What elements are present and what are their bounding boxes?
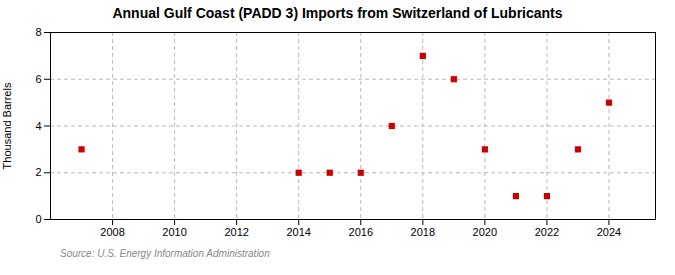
- html-text:Annual Gulf Coast (PADD 3) Imp: Annual Gulf Coast (PADD 3) Imports from …: [112, 5, 563, 21]
- svg-text:2: 2: [35, 166, 41, 178]
- svg-text:2020: 2020: [473, 226, 497, 238]
- svg-text:2012: 2012: [224, 226, 248, 238]
- svg-text:4: 4: [35, 120, 41, 132]
- svg-text:2010: 2010: [162, 226, 186, 238]
- svg-text:8: 8: [35, 26, 41, 38]
- svg-text:2022: 2022: [535, 226, 559, 238]
- svg-text:2008: 2008: [100, 226, 124, 238]
- svg-text:2018: 2018: [411, 226, 435, 238]
- svg-text:6: 6: [35, 73, 41, 85]
- svg-text:0: 0: [35, 213, 41, 225]
- svg-text:Thousand Barrels: Thousand Barrels: [1, 82, 13, 169]
- svg-text:2014: 2014: [286, 226, 310, 238]
- svg-text:2016: 2016: [349, 226, 373, 238]
- svg-text:2024: 2024: [597, 226, 621, 238]
- html-text:Source: U.S. Energy Informatio: Source: U.S. Energy Information Administ…: [60, 248, 270, 259]
